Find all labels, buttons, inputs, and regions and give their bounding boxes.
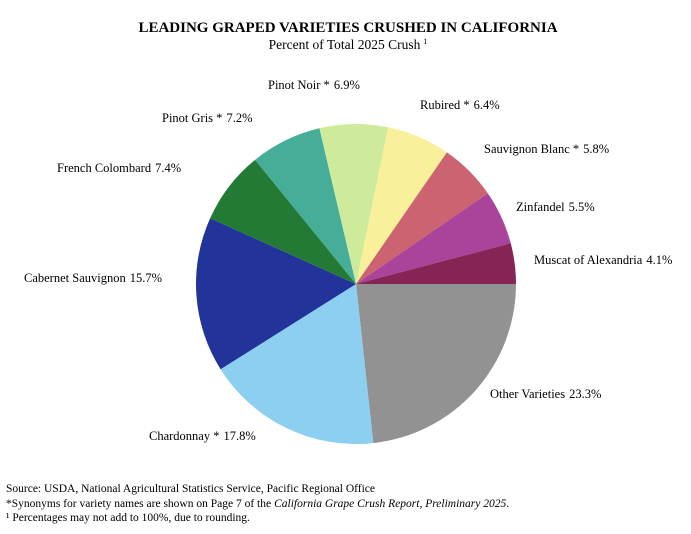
slice-label: Muscat of Alexandria 4.1% xyxy=(534,253,672,267)
pie-slice xyxy=(319,123,389,284)
slice-label: Chardonnay * 17.8% xyxy=(149,429,256,443)
note-end: . xyxy=(506,498,509,510)
pie xyxy=(196,123,516,444)
pie-slice xyxy=(356,193,511,284)
slice-label: Pinot Gris * 7.2% xyxy=(162,111,252,125)
pie-slice xyxy=(356,243,516,284)
value-label: 7.2% xyxy=(226,111,252,125)
pie-slice xyxy=(356,284,516,444)
pie-slice xyxy=(356,152,488,284)
source: Source: USDA, National Agricultural Stat… xyxy=(6,483,375,495)
value-label: 15.7% xyxy=(130,271,162,285)
category-label: Muscat of Alexandria xyxy=(534,253,643,267)
pie-slice xyxy=(356,127,447,284)
slice-label: Other Varieties 23.3% xyxy=(490,387,601,401)
category-label: Chardonnay * xyxy=(149,429,219,443)
subtitle-text: Percent of Total 2025 Crush xyxy=(269,37,421,52)
labels: Other Varieties 23.3% Chardonnay * 17.8% Cab… xyxy=(24,78,672,443)
pie-slice xyxy=(210,159,356,284)
value-label: 6.9% xyxy=(334,78,360,92)
value-label: 23.3% xyxy=(569,387,601,401)
value-label: 5.5% xyxy=(569,200,595,214)
note-text: *Synonyms for variety names are shown on… xyxy=(6,498,271,510)
category-label: Zinfandel xyxy=(516,200,565,214)
category-label: Pinot Gris * xyxy=(162,111,222,125)
chart-subtitle: Percent of Total 2025 Crush 1 xyxy=(269,37,428,52)
slice-label: Pinot Noir * 6.9% xyxy=(268,78,360,92)
value-label: 5.8% xyxy=(583,142,609,156)
category-label: Cabernet Sauvignon xyxy=(24,271,126,285)
slice-label: Zinfandel 5.5% xyxy=(516,200,595,214)
value-label: 6.4% xyxy=(474,98,500,112)
slice-label: Sauvignon Blanc * 5.8% xyxy=(484,142,609,156)
footnote: ¹ Percentages may not add to 100%, due t… xyxy=(6,512,250,524)
slice-label: French Colombard 7.4% xyxy=(57,161,181,175)
value-label: 7.4% xyxy=(155,161,181,175)
slice-label: Cabernet Sauvignon 15.7% xyxy=(24,271,162,285)
pie-slice xyxy=(220,284,374,444)
note: *Synonyms for variety names are shown on… xyxy=(6,498,509,510)
slice-label: Rubired * 6.4% xyxy=(420,98,500,112)
category-label: Rubired * xyxy=(420,98,470,112)
chart-title: LEADING GRAPED VARIETIES CRUSHED IN CALI… xyxy=(138,20,557,36)
value-label: 17.8% xyxy=(223,429,255,443)
category-label: Pinot Noir * xyxy=(268,78,330,92)
category-label: Sauvignon Blanc * xyxy=(484,142,579,156)
category-label: French Colombard xyxy=(57,161,152,175)
value-label: 4.1% xyxy=(646,253,672,267)
footnote-mark: 1 xyxy=(423,37,427,46)
pie-slice xyxy=(196,218,356,370)
note-italic: California Grape Crush Report, Prelimina… xyxy=(274,498,506,510)
pie-slice xyxy=(255,128,356,284)
category-label: Other Varieties xyxy=(490,387,565,401)
